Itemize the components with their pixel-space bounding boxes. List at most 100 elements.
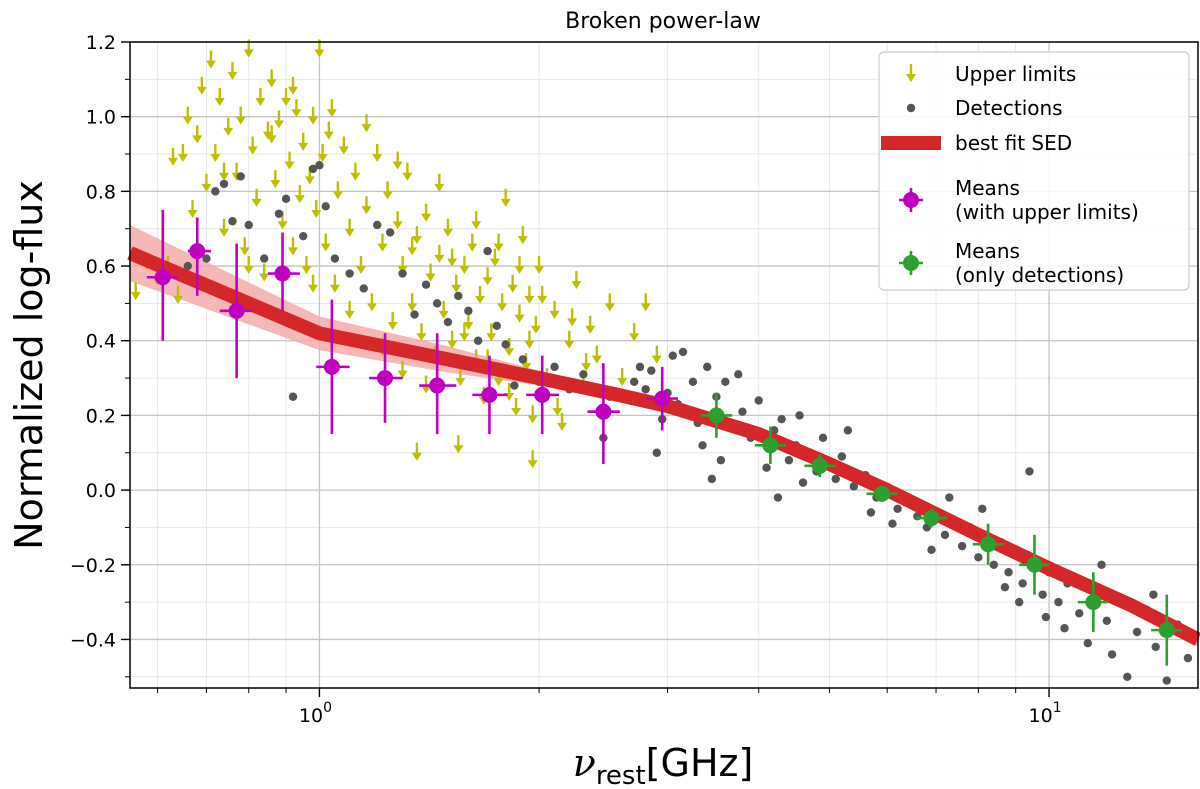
- upper-limit-arrowhead: [182, 116, 193, 125]
- upper-limit-arrowhead: [355, 266, 366, 275]
- upper-limit-marker: [497, 293, 508, 312]
- upper-limit-marker: [514, 256, 525, 275]
- upper-limit-marker: [434, 244, 445, 263]
- upper-limit-arrowhead: [504, 348, 515, 357]
- mean-point: [754, 426, 787, 464]
- upper-limit-arrowhead: [604, 303, 615, 312]
- upper-limit-marker: [402, 162, 413, 181]
- detection-point: [1132, 627, 1142, 637]
- upper-limit-marker: [223, 117, 234, 136]
- upper-limit-arrowhead: [382, 191, 393, 200]
- detection-point: [345, 269, 354, 278]
- upper-limits-series: [130, 39, 662, 469]
- upper-limit-arrowhead: [552, 407, 563, 416]
- upper-limit-arrowhead: [372, 154, 383, 163]
- upper-limit-marker: [219, 162, 230, 181]
- upper-limit-marker: [308, 274, 319, 293]
- upper-limit-marker: [251, 188, 262, 207]
- mean-point: [915, 508, 948, 528]
- upper-limit-marker: [447, 330, 458, 349]
- upper-limit-arrowhead: [407, 247, 418, 256]
- detection-point: [219, 179, 229, 189]
- x-axis-label: νrest[GHz]: [573, 741, 754, 789]
- upper-limit-arrowhead: [442, 228, 453, 237]
- detection-point: [398, 269, 407, 278]
- legend-label: Means: [955, 239, 1020, 263]
- mean-marker: [429, 377, 446, 394]
- upper-limit-marker: [442, 218, 453, 237]
- upper-limit-marker: [243, 256, 254, 275]
- upper-limit-marker: [294, 185, 305, 204]
- detection-point: [244, 220, 253, 230]
- upper-limit-marker: [537, 285, 548, 304]
- upper-limit-marker: [486, 323, 497, 342]
- legend-item: Upper limits: [906, 62, 1076, 86]
- upper-limit-marker: [467, 233, 478, 252]
- detection-point: [762, 463, 771, 472]
- upper-limit-marker: [130, 282, 141, 301]
- detection-point: [1151, 642, 1160, 652]
- upper-limit-marker: [291, 99, 302, 118]
- upper-limit-marker: [266, 69, 277, 88]
- detection-point: [432, 299, 442, 308]
- upper-limit-marker: [168, 147, 179, 166]
- mean-marker: [534, 386, 551, 403]
- upper-limit-marker: [332, 181, 343, 200]
- upper-limit-arrowhead: [344, 228, 355, 237]
- upper-limit-arrowhead: [273, 120, 284, 129]
- upper-limit-arrowhead: [173, 295, 184, 304]
- upper-limit-arrowhead: [453, 445, 464, 454]
- upper-limit-arrowhead: [549, 310, 560, 319]
- upper-limit-marker: [311, 200, 322, 219]
- x-axis-label-subscript: rest: [596, 761, 646, 789]
- upper-limit-arrowhead: [651, 355, 662, 364]
- upper-limit-marker: [298, 132, 309, 151]
- upper-limit-marker: [196, 76, 207, 95]
- upper-limit-marker: [270, 170, 281, 189]
- upper-limit-arrowhead: [298, 142, 309, 151]
- upper-limit-arrowhead: [534, 266, 545, 275]
- detection-point: [716, 456, 726, 465]
- detection-point: [957, 541, 967, 551]
- upper-limit-arrowhead: [308, 116, 319, 125]
- upper-limit-arrowhead: [344, 310, 355, 319]
- detection-point: [308, 164, 318, 174]
- upper-limit-arrowhead: [434, 183, 445, 192]
- upper-limit-marker: [392, 151, 403, 170]
- detection-point: [288, 392, 298, 401]
- upper-limit-marker: [266, 125, 277, 144]
- upper-limit-marker: [284, 151, 295, 170]
- legend-label: Upper limits: [955, 62, 1076, 86]
- detection-point: [1014, 597, 1024, 607]
- upper-limit-marker: [585, 315, 596, 334]
- upper-limit-arrowhead: [397, 370, 408, 379]
- detection-point: [1162, 676, 1172, 685]
- y-tick-label: −0.2: [70, 555, 116, 577]
- detection-point: [837, 452, 847, 461]
- mean-marker: [811, 457, 828, 474]
- detection-point: [1018, 579, 1027, 588]
- upper-limit-arrowhead: [421, 385, 432, 394]
- upper-limit-marker: [173, 285, 184, 304]
- upper-limit-arrowhead: [537, 295, 548, 304]
- mean-marker: [189, 243, 206, 260]
- detection-point: [798, 478, 808, 487]
- upper-limit-arrowhead: [617, 378, 628, 387]
- y-tick-label: −0.4: [70, 629, 116, 651]
- upper-limit-arrowhead: [130, 292, 141, 301]
- upper-limit-arrowhead: [486, 333, 497, 342]
- y-tick-label: 0.0: [86, 480, 116, 502]
- detection-point: [259, 254, 269, 263]
- detection-point: [698, 441, 707, 450]
- upper-limit-marker: [192, 125, 203, 144]
- x-axis-label-symbol: ν: [573, 741, 596, 785]
- upper-limit-arrowhead: [416, 333, 427, 342]
- upper-limit-arrowhead: [392, 161, 403, 170]
- upper-limit-marker: [453, 435, 464, 454]
- upper-limit-arrowhead: [266, 135, 277, 144]
- mean-point: [267, 232, 300, 311]
- upper-limit-marker: [471, 211, 482, 230]
- means-only-detections-series: [700, 393, 1182, 666]
